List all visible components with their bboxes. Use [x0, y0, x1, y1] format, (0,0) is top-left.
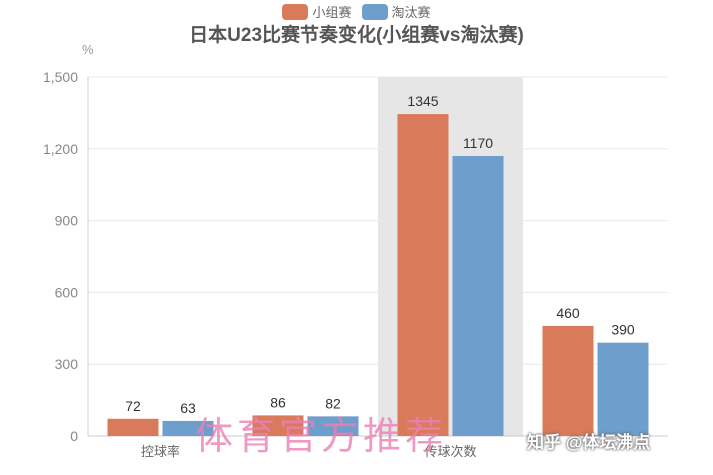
- y-tick-label: 900: [55, 213, 79, 229]
- legend-swatch-group-stage: [282, 3, 309, 20]
- bar: [162, 420, 214, 436]
- data-label: 86: [270, 394, 286, 410]
- legend: 小组赛 淘汰赛: [0, 2, 713, 21]
- data-label: 82: [325, 395, 341, 411]
- credit-text: 知乎 @体坛沸点: [527, 433, 651, 452]
- bar: [597, 342, 649, 436]
- bar: [542, 325, 594, 436]
- bar: [397, 114, 449, 436]
- y-tick-label: 1,500: [43, 69, 78, 85]
- x-tick-label: 控球率: [141, 444, 180, 460]
- legend-item-group-stage[interactable]: 小组赛: [282, 2, 352, 21]
- data-label: 1345: [407, 93, 438, 109]
- bar: [307, 416, 359, 436]
- legend-swatch-knockout: [361, 3, 388, 20]
- data-label: 63: [180, 400, 196, 416]
- bar: [452, 155, 504, 437]
- y-tick-label: 0: [70, 428, 78, 444]
- data-label: 72: [125, 398, 141, 414]
- y-tick-label: 1,200: [43, 141, 78, 157]
- x-tick-label: 传球次数: [424, 444, 476, 460]
- y-axis-unit: %: [82, 42, 94, 57]
- data-label: 460: [556, 305, 580, 321]
- data-label: 1170: [463, 135, 493, 151]
- bar: [107, 418, 159, 436]
- legend-label-knockout: 淘汰赛: [391, 5, 431, 20]
- data-label: 390: [611, 322, 635, 338]
- bar: [252, 415, 304, 436]
- legend-label-group-stage: 小组赛: [312, 5, 352, 20]
- chart-title: 日本U23比赛节奏变化(小组赛vs淘汰赛): [189, 25, 524, 46]
- y-tick-label: 600: [55, 284, 79, 300]
- legend-item-knockout[interactable]: 淘汰赛: [361, 2, 431, 21]
- watermark-text: 体育官方推荐: [195, 414, 448, 458]
- y-tick-label: 300: [55, 356, 79, 372]
